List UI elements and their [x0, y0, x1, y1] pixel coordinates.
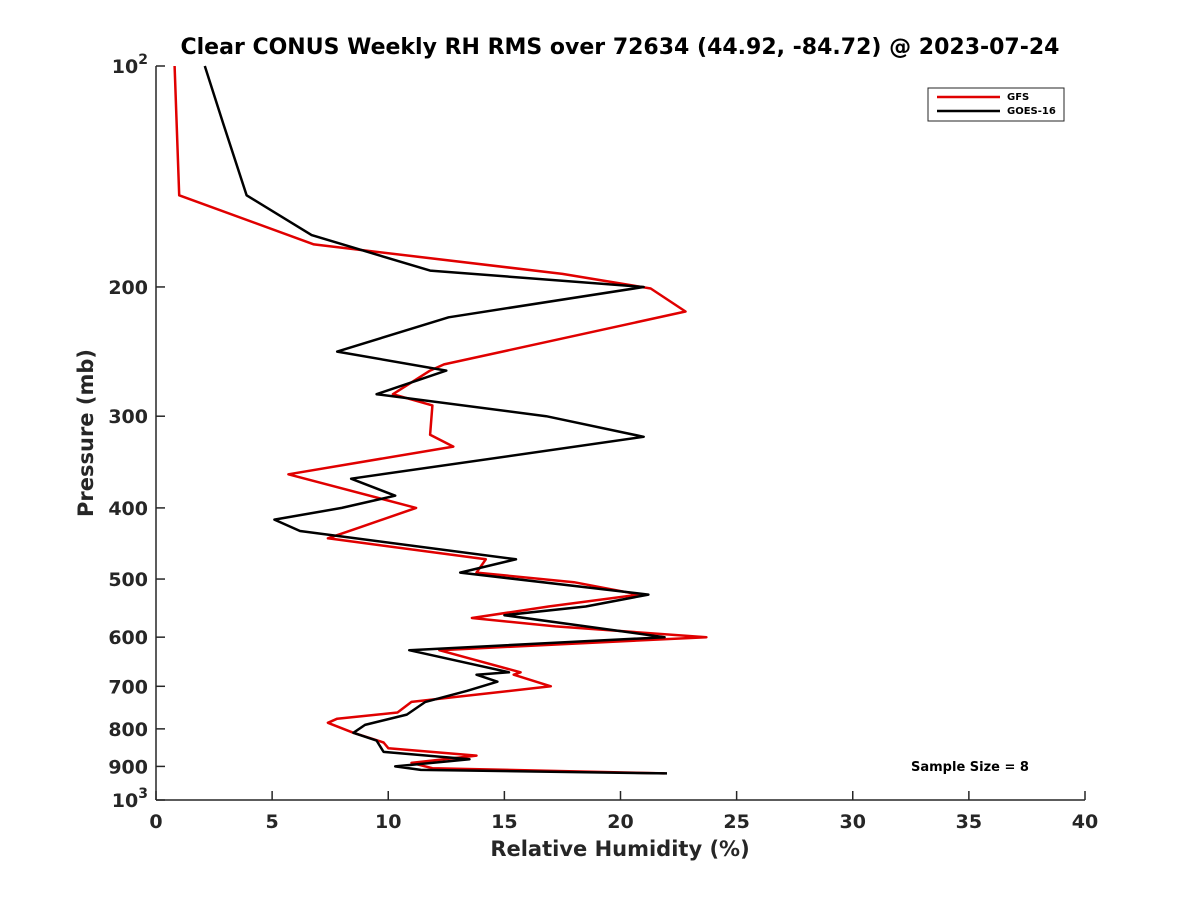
chart-title: Clear CONUS Weekly RH RMS over 72634 (44… — [181, 35, 1060, 60]
sample-size-annotation: Sample Size = 8 — [911, 760, 1029, 775]
legend-label-goes16: GOES-16 — [1007, 106, 1056, 117]
y-axis-label: Pressure (mb) — [74, 349, 98, 517]
x-tick-label: 15 — [491, 811, 517, 833]
x-tick-label: 35 — [956, 811, 982, 833]
legend-label-gfs: GFS — [1007, 92, 1029, 103]
x-tick-label: 0 — [149, 811, 162, 833]
x-axis: 0 5 10 15 20 25 30 35 40 — [149, 791, 1098, 833]
y-tick-label: 800 — [108, 719, 148, 741]
x-tick-label: 5 — [266, 811, 279, 833]
series-line-goes16 — [203, 65, 668, 775]
x-tick-label: 20 — [607, 811, 633, 833]
y-axis: 102 200 300 400 500 600 700 800 900 103 — [108, 52, 165, 812]
x-tick-label: 30 — [840, 811, 866, 833]
y-tick-label: 700 — [108, 676, 148, 698]
legend: GFS GOES-16 — [927, 87, 1065, 122]
y-tick-label: 600 — [108, 627, 148, 649]
y-tick-label: 200 — [108, 277, 148, 299]
y-tick-label: 400 — [108, 498, 148, 520]
x-tick-label: 10 — [375, 811, 401, 833]
x-tick-label: 40 — [1072, 811, 1098, 833]
y-tick-label: 500 — [108, 569, 148, 591]
x-axis-label: Relative Humidity (%) — [490, 837, 749, 861]
y-tick-label: 103 — [112, 786, 148, 812]
series-line-gfs — [173, 65, 708, 775]
y-tick-label: 900 — [108, 756, 148, 778]
legend-box — [927, 87, 1065, 122]
plot-area — [173, 65, 708, 775]
y-tick-label: 300 — [108, 406, 148, 428]
x-tick-label: 25 — [723, 811, 749, 833]
y-tick-label: 102 — [112, 52, 148, 78]
